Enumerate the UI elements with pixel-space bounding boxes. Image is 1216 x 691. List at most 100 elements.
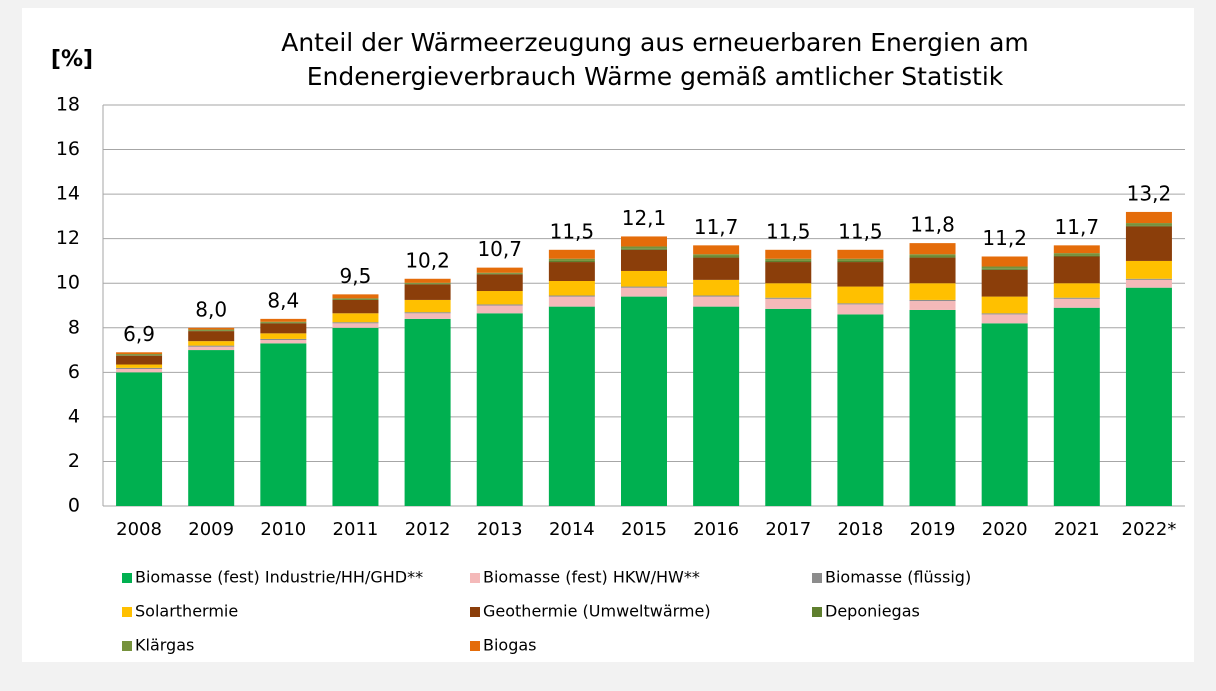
bar-segment <box>982 270 1028 297</box>
bar-segment <box>765 283 811 297</box>
legend-swatch <box>122 641 132 651</box>
legend-swatch <box>812 573 822 583</box>
bar-segment <box>910 310 956 506</box>
legend-swatch <box>122 607 132 617</box>
total-label: 11,2 <box>982 226 1027 250</box>
bar-segment <box>1054 256 1100 283</box>
bar-segment <box>837 314 883 506</box>
total-label: 11,7 <box>1055 215 1100 239</box>
total-label: 11,5 <box>838 219 883 243</box>
bar-segment <box>910 256 956 257</box>
bar-segment <box>405 283 451 284</box>
bar-segment <box>405 312 451 313</box>
bar-segment <box>693 307 739 506</box>
bar-segment <box>837 304 883 314</box>
bar-segment <box>332 298 378 299</box>
y-tick-label: 14 <box>56 183 80 205</box>
bar-segment <box>188 346 234 347</box>
bar-segment <box>765 309 811 506</box>
bar-segment <box>765 261 811 262</box>
bar-segment <box>910 301 956 310</box>
bar-segment <box>621 297 667 506</box>
bar-segment <box>116 368 162 369</box>
bar-segment <box>116 365 162 368</box>
bar-segment <box>188 347 234 350</box>
bar-segment <box>477 304 523 305</box>
bar-segment <box>837 262 883 287</box>
bar-segment <box>693 254 739 256</box>
bar-segment <box>837 303 883 304</box>
bar-segment <box>405 279 451 283</box>
bar-segment <box>332 313 378 322</box>
bar-segment <box>982 313 1028 314</box>
bar-segment <box>837 259 883 261</box>
total-label: 11,5 <box>766 219 811 243</box>
y-tick-label: 8 <box>68 316 80 338</box>
bar-segment <box>1054 283 1100 297</box>
bar-segment <box>260 339 306 340</box>
y-tick-label: 0 <box>68 495 80 517</box>
y-tick-label: 10 <box>56 272 80 294</box>
bar-segment <box>260 343 306 506</box>
bar-segment <box>910 300 956 301</box>
bar-segment <box>405 284 451 300</box>
bar-segment <box>693 295 739 296</box>
legend-label: Klärgas <box>135 636 194 655</box>
bar-segment <box>1126 226 1172 261</box>
total-label: 11,7 <box>694 215 739 239</box>
bar-segment <box>910 283 956 300</box>
bar-segment <box>837 250 883 259</box>
bar-segment <box>188 341 234 345</box>
x-tick-label: 2021 <box>1054 519 1100 540</box>
bar-segment <box>693 297 739 307</box>
y-tick-label: 16 <box>56 138 80 160</box>
y-tick-label: 6 <box>68 361 80 383</box>
x-tick-label: 2016 <box>693 519 739 540</box>
bar-segment <box>837 287 883 304</box>
bar-segment <box>116 352 162 354</box>
legend-label: Biogas <box>483 636 537 655</box>
legend-label: Solarthermie <box>135 602 238 621</box>
x-tick-label: 2017 <box>765 519 811 540</box>
bar-segment <box>260 322 306 323</box>
bar-segment <box>765 259 811 261</box>
bar-segment <box>549 307 595 506</box>
legend-swatch <box>470 641 480 651</box>
bar-segment <box>621 271 667 287</box>
bar-segment <box>1126 212 1172 223</box>
bar-segment <box>765 298 811 299</box>
legend-label: Biomasse (fest) Industrie/HH/GHD** <box>135 568 423 587</box>
bar-segment <box>693 258 739 280</box>
legend-swatch <box>812 607 822 617</box>
x-tick-label: 2018 <box>837 519 883 540</box>
bar-segment <box>116 369 162 372</box>
total-label: 13,2 <box>1127 181 1172 205</box>
bar-segment <box>982 323 1028 506</box>
bar-segment <box>549 250 595 259</box>
legend-swatch <box>122 573 132 583</box>
bar-segment <box>477 313 523 506</box>
x-tick-label: 2014 <box>549 519 595 540</box>
bar-segment <box>1126 225 1172 226</box>
bar-segment <box>1054 299 1100 308</box>
bar-segment <box>982 297 1028 314</box>
bar-segment <box>982 267 1028 269</box>
x-tick-label: 2015 <box>621 519 667 540</box>
bar-segment <box>260 340 306 343</box>
x-tick-label: 2019 <box>910 519 956 540</box>
bar-segment <box>188 330 234 331</box>
bar-segment <box>477 273 523 274</box>
bar-segment <box>621 288 667 297</box>
bar-segment <box>405 313 451 319</box>
bar-segment <box>1126 261 1172 279</box>
bar-segment <box>693 280 739 296</box>
x-tick-label: 2010 <box>260 519 306 540</box>
x-tick-label: 2013 <box>477 519 523 540</box>
bar-segment <box>332 323 378 327</box>
bar-segment <box>549 295 595 296</box>
x-tick-label: 2022* <box>1122 519 1177 540</box>
y-tick-label: 4 <box>68 405 80 427</box>
bar-segment <box>693 256 739 257</box>
legend-swatch <box>470 607 480 617</box>
bar-segment <box>1126 223 1172 225</box>
